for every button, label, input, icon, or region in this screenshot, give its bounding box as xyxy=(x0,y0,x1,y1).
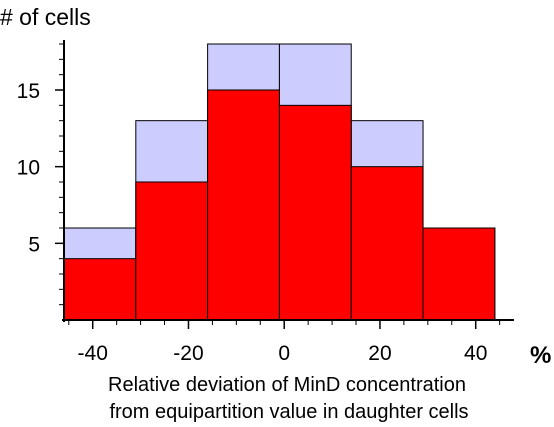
tick-labels: 5 10 15 -40 -20 0 20 40 xyxy=(17,80,488,365)
axes xyxy=(55,40,514,329)
x-axis-unit: % xyxy=(530,342,551,369)
x-tick-label: 20 xyxy=(368,342,391,365)
x-tick-label: 40 xyxy=(464,342,487,365)
bar-main-5 xyxy=(422,227,496,321)
bar-main-0 xyxy=(63,258,137,321)
x-tick-label: -20 xyxy=(173,342,203,365)
main-bars xyxy=(63,89,496,321)
x-tick-label: -40 xyxy=(78,342,108,365)
y-tick-label: 10 xyxy=(17,157,40,180)
x-axis-label-line-1: Relative deviation of MinD concentration xyxy=(108,374,466,396)
bar-main-2 xyxy=(207,89,280,321)
y-tick-label: 15 xyxy=(17,80,40,103)
bar-main-3 xyxy=(278,104,352,321)
bar-main-1 xyxy=(135,181,209,321)
y-tick-label: 5 xyxy=(28,233,40,256)
bar-main-4 xyxy=(350,166,424,321)
y-axis-label: # of cells xyxy=(0,4,91,30)
x-axis-label-line-2: from equipartition value in daughter cel… xyxy=(109,401,468,423)
x-tick-label: 0 xyxy=(278,342,290,365)
